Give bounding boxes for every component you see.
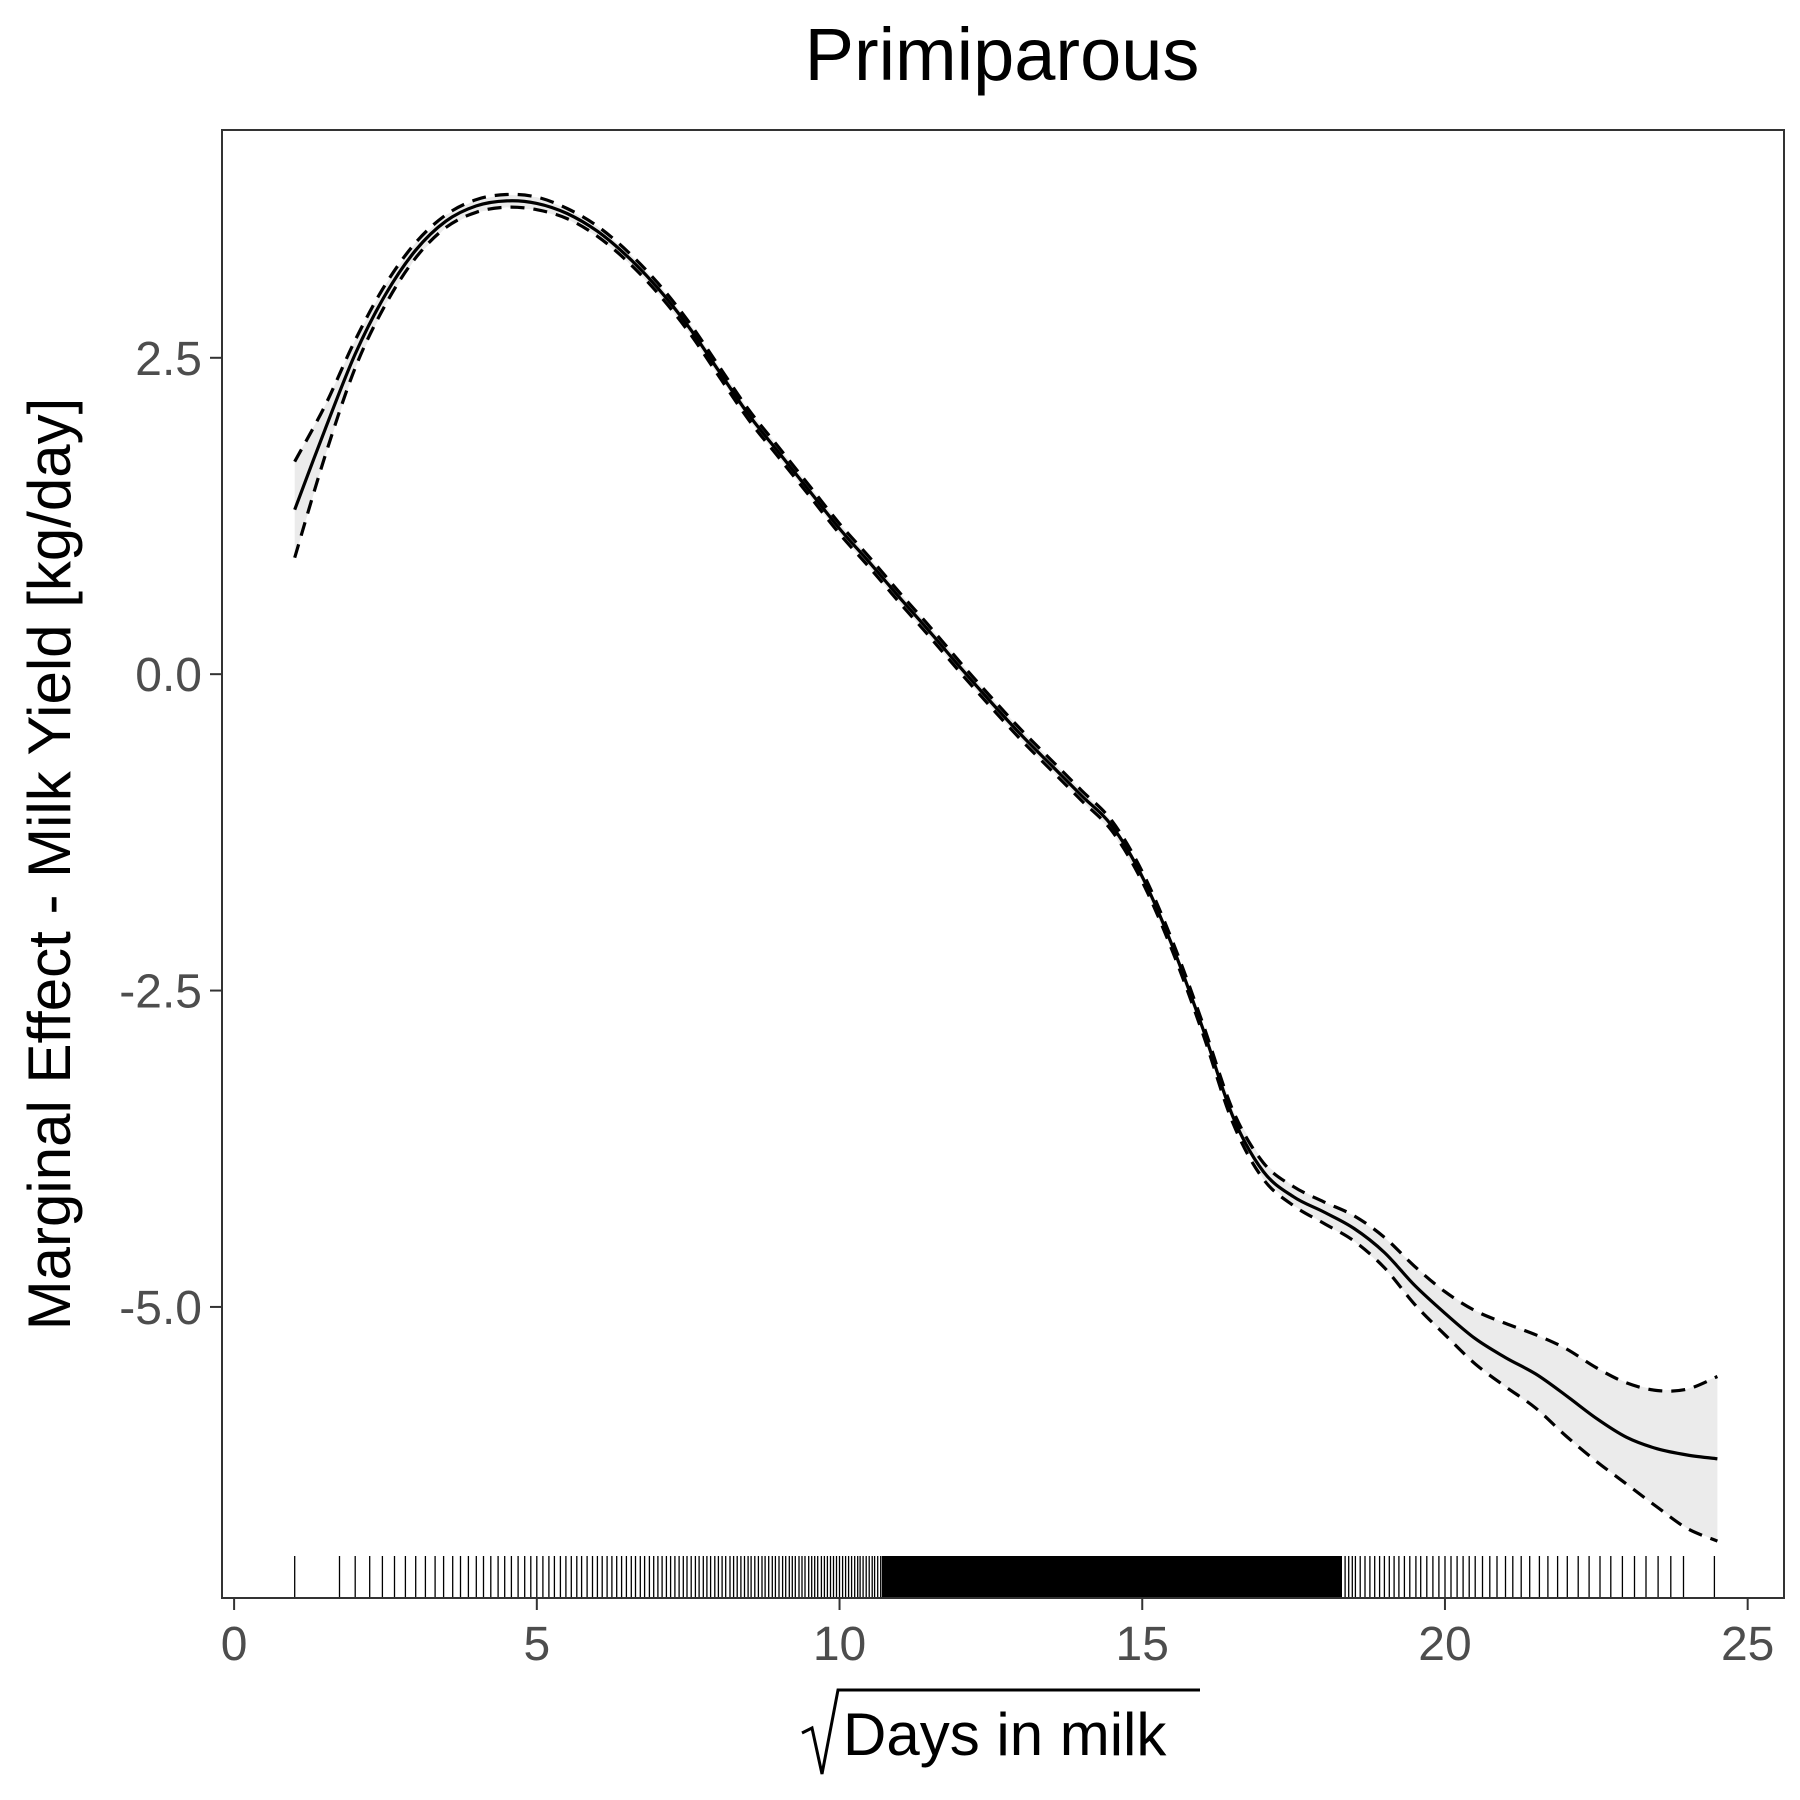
y-tick-label: -5.0 (119, 1282, 202, 1335)
y-tick-label: -2.5 (119, 966, 202, 1019)
lower-bound-line (293, 205, 1719, 1543)
x-axis-title-group: Days in milk (801, 1688, 1200, 1775)
y-tick-label: 0.0 (135, 649, 202, 702)
y-axis-title: Marginal Effect - Milk Yield [kg/day] (16, 398, 83, 1331)
y-tick-label: 2.5 (135, 333, 202, 386)
rug-marks (294, 1556, 1716, 1598)
x-axis-title: Days in milk (843, 1701, 1167, 1768)
x-tick-label: 20 (1418, 1618, 1471, 1671)
x-tick-label: 25 (1721, 1618, 1774, 1671)
plot-panel (221, 129, 1785, 1599)
chart-title: Primiparous (805, 13, 1200, 96)
x-tick-label: 0 (221, 1618, 248, 1671)
rug-dense-block (881, 1556, 1342, 1598)
x-tick-label: 5 (523, 1618, 550, 1671)
x-tick-label: 10 (813, 1618, 866, 1671)
panel-border (221, 129, 1785, 1599)
x-tick-label: 15 (1116, 1618, 1169, 1671)
y-axis: 2.5 0.0 -2.5 -5.0 (119, 333, 222, 1335)
estimate-line (293, 199, 1718, 1461)
confidence-band (294, 194, 1718, 1542)
x-axis: 0 5 10 15 20 25 (221, 1598, 1774, 1671)
sqrt-symbol (801, 1688, 1200, 1775)
